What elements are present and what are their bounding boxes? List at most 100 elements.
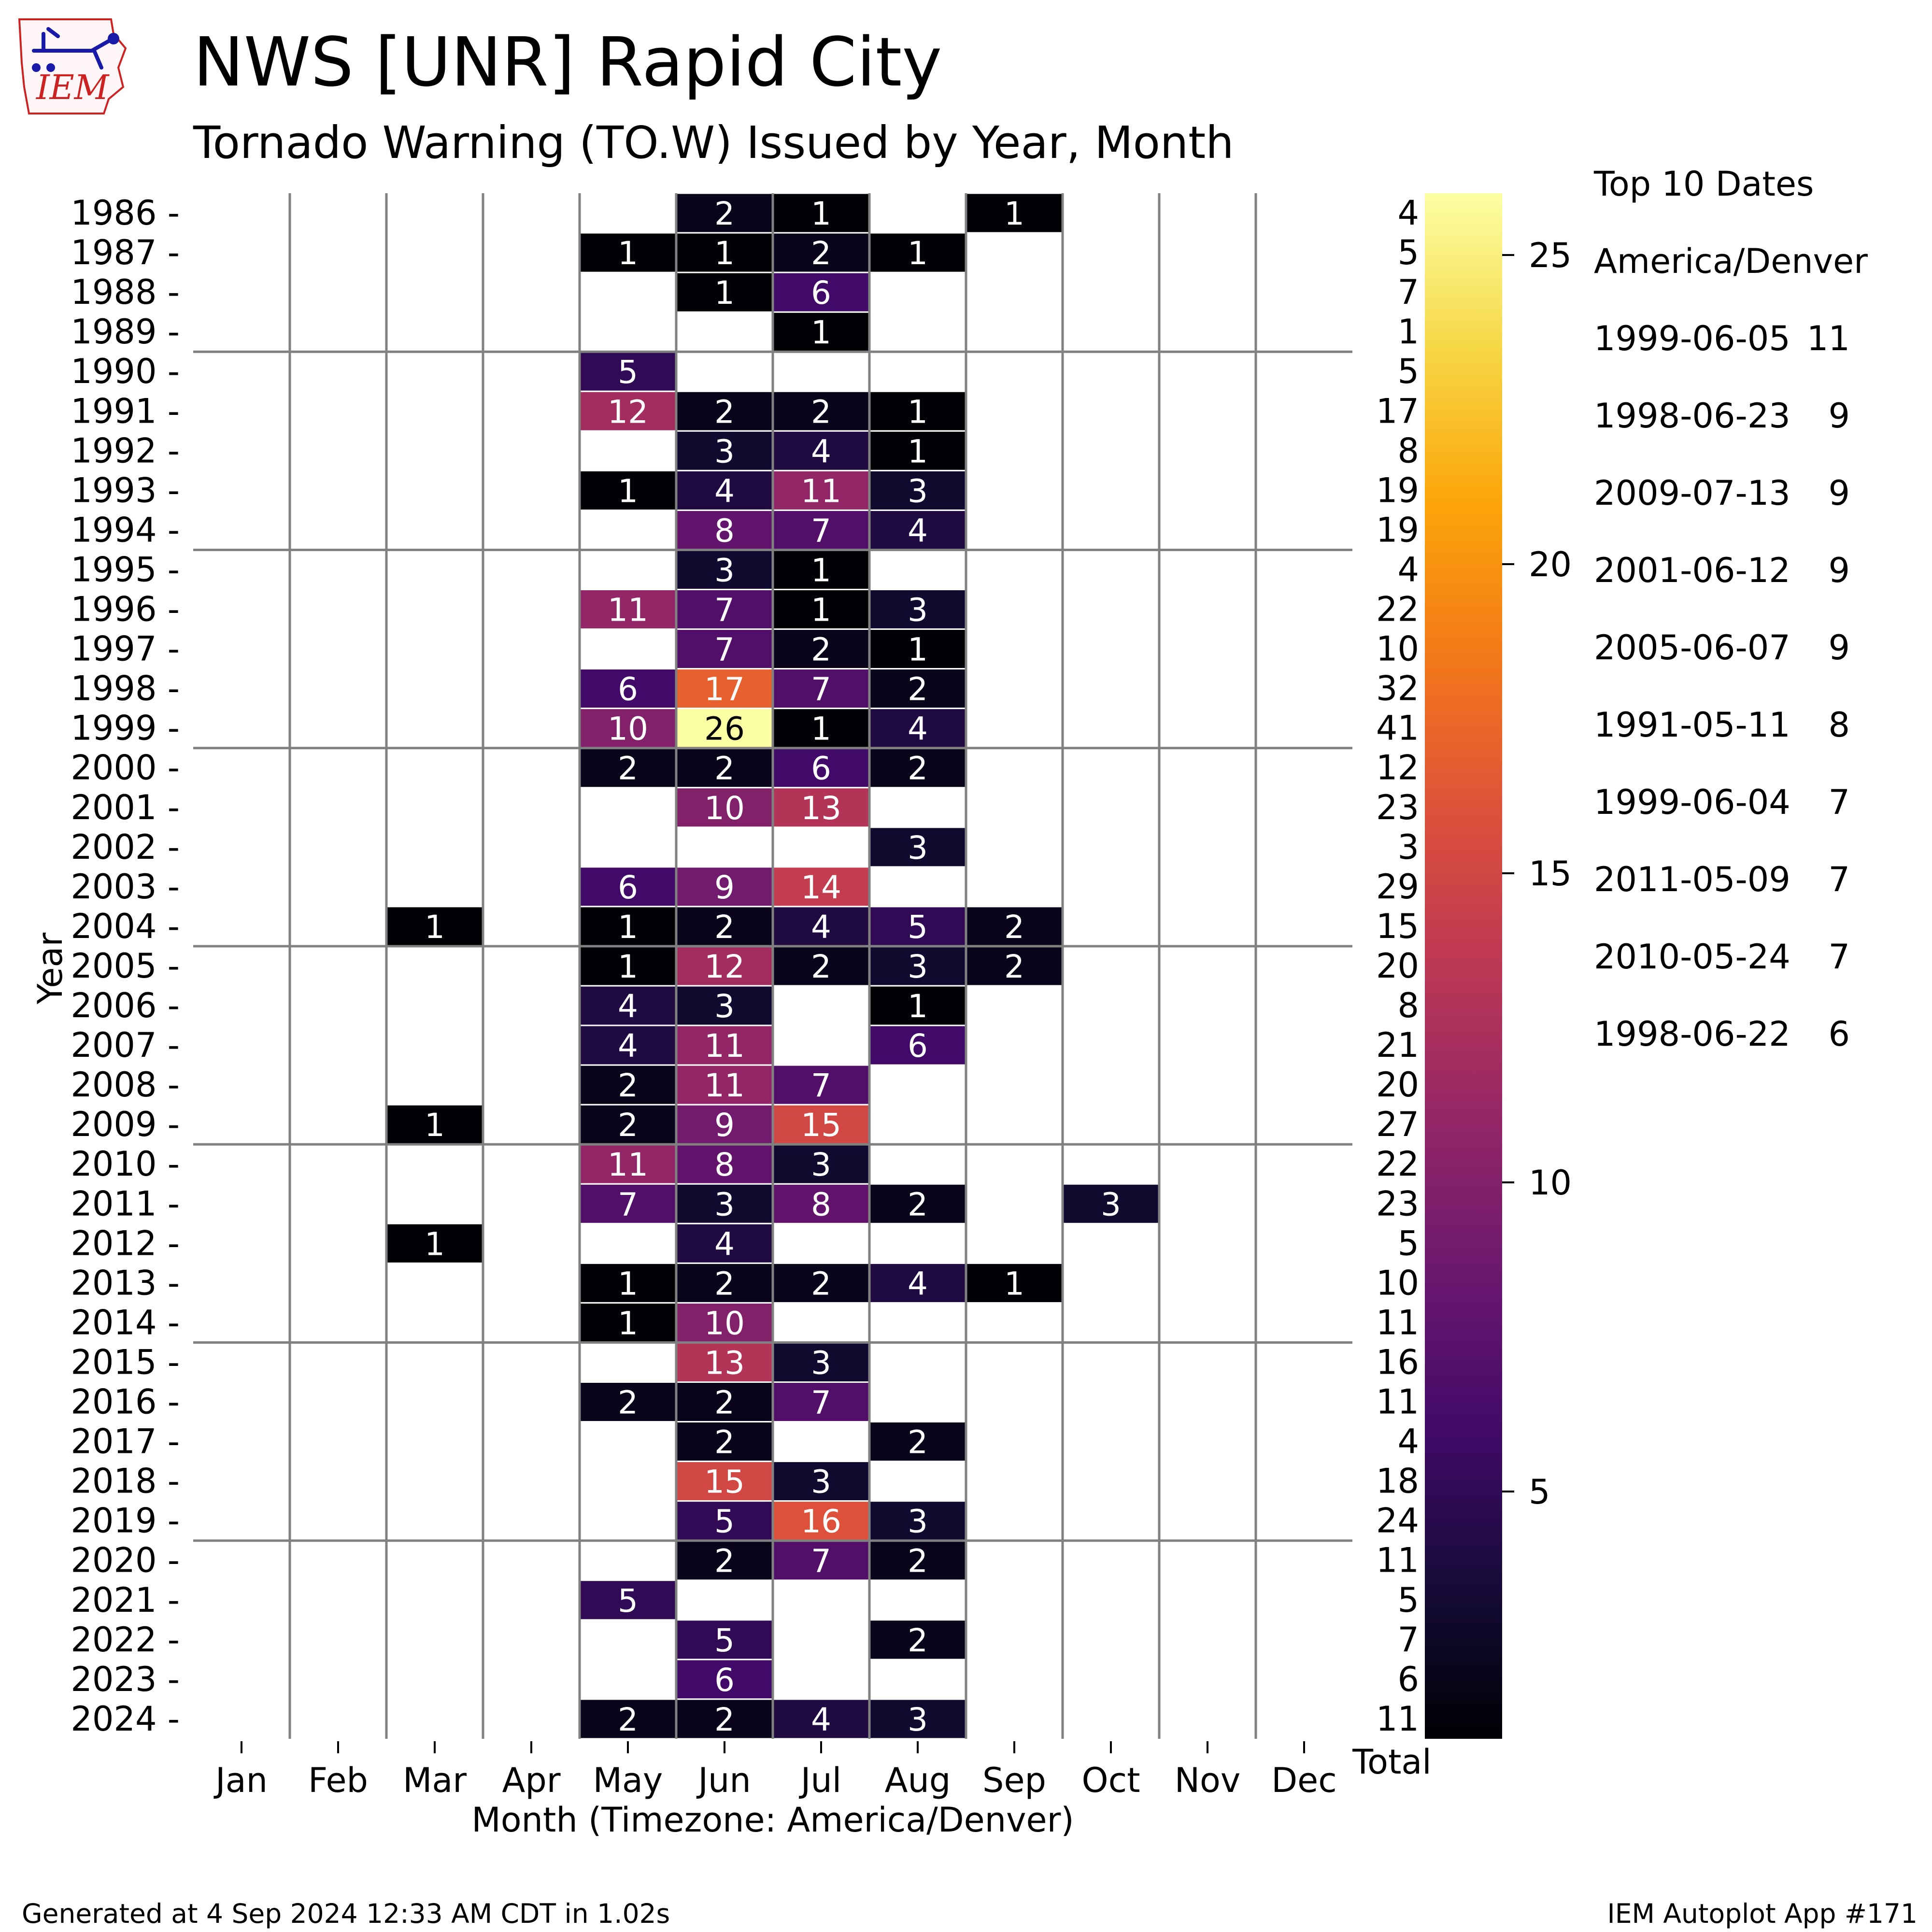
cell-value-label: 11 <box>704 1027 745 1065</box>
year-total-label: 23 <box>1376 788 1419 827</box>
cell-value-label: 8 <box>714 1146 735 1183</box>
heatmap-cell <box>868 1262 967 1304</box>
year-tick-label: 2001 - <box>71 788 180 827</box>
year-total-label: 6 <box>1397 1660 1419 1699</box>
year-tick-label: 2004 - <box>71 907 180 946</box>
year-tick-label: 2003 - <box>71 867 180 907</box>
heatmap-cell <box>772 390 870 432</box>
year-tick-label: 2011 - <box>71 1184 180 1223</box>
cell-value-label: 2 <box>811 235 831 272</box>
cell-value-label: 1 <box>618 1265 638 1302</box>
cell-value-label: 1 <box>908 988 928 1025</box>
top-date-count: 11 <box>1806 319 1850 358</box>
cell-value-label: 2 <box>1004 909 1024 946</box>
cell-value-label: 4 <box>714 1225 735 1263</box>
cell-value-label: 7 <box>811 1384 831 1421</box>
heatmap-cell <box>772 668 870 710</box>
cell-value-label: 10 <box>704 790 745 827</box>
top-date-count: 6 <box>1828 1014 1850 1054</box>
year-total-label: 24 <box>1376 1501 1419 1541</box>
cell-value-label: 7 <box>811 1543 831 1580</box>
top-date-count: 9 <box>1828 473 1850 513</box>
year-total-label: 5 <box>1397 1223 1419 1263</box>
heatmap-cell <box>579 1024 677 1066</box>
year-total-label: 12 <box>1376 748 1419 788</box>
year-tick-label: 2012 - <box>71 1223 180 1263</box>
heatmap-cell <box>772 906 870 947</box>
cell-value-label: 7 <box>811 671 831 708</box>
heatmap-cell <box>675 1341 774 1383</box>
cell-value-label: 3 <box>908 948 928 985</box>
year-tick-label: 2015 - <box>71 1342 180 1382</box>
year-total-label: 32 <box>1376 669 1419 709</box>
heatmap-cell <box>868 589 967 630</box>
cell-value-label: 1 <box>1004 195 1024 232</box>
top-date-entry: 1998-06-22 6 <box>1594 1014 1850 1054</box>
cell-value-label: 12 <box>608 393 648 430</box>
colorbar-tick-label: 10 <box>1529 1163 1572 1203</box>
colorbar-tick-label: 5 <box>1529 1472 1550 1512</box>
year-tick-label: 2009 - <box>71 1105 180 1144</box>
cell-value-label: 17 <box>704 671 745 708</box>
heatmap-cell <box>772 1262 870 1304</box>
year-total-label: 15 <box>1376 907 1419 946</box>
top-date-value: 1991-05-11 <box>1594 705 1790 745</box>
year-tick-label: 1986 - <box>71 193 180 233</box>
total-column-label: Total <box>1352 1742 1431 1782</box>
cell-value-label: 14 <box>801 869 841 906</box>
year-total-label: 21 <box>1376 1025 1419 1065</box>
cell-value-label: 1 <box>425 1107 445 1144</box>
heatmap-cell <box>675 509 774 551</box>
month-tick-label: Aug <box>885 1761 951 1800</box>
cell-value-label: 26 <box>704 710 745 748</box>
heatmap-cell <box>675 1302 774 1343</box>
iem-logo: IEM <box>14 14 130 118</box>
heatmap-cell <box>675 1698 774 1740</box>
top-date-count: 7 <box>1828 937 1850 977</box>
cell-value-label: 4 <box>811 433 831 470</box>
heatmap-cell <box>675 430 774 471</box>
cell-value-label: 3 <box>714 433 735 470</box>
cell-value-label: 3 <box>714 1186 735 1223</box>
top-date-entry: 2011-05-09 7 <box>1594 860 1850 899</box>
cell-value-label: 2 <box>811 393 831 430</box>
cell-value-label: 4 <box>714 472 735 510</box>
y-axis-label: Year <box>30 933 70 1005</box>
month-tick-label: Apr <box>502 1761 560 1800</box>
heatmap-cell <box>772 1143 870 1185</box>
cell-value-label: 10 <box>608 710 648 748</box>
cell-value-label: 2 <box>908 1186 928 1223</box>
cell-value-label: 10 <box>704 1305 745 1342</box>
cell-value-label: 3 <box>811 1463 831 1501</box>
top-date-value: 2009-07-13 <box>1594 473 1790 513</box>
year-total-label: 5 <box>1397 233 1419 272</box>
year-total-label: 27 <box>1376 1105 1419 1144</box>
cell-value-label: 1 <box>618 472 638 510</box>
cell-value-label: 1 <box>425 909 445 946</box>
heatmap-cell <box>772 945 870 987</box>
year-total-label: 4 <box>1397 1422 1419 1462</box>
top-date-value: 2011-05-09 <box>1594 860 1790 899</box>
cell-value-label: 2 <box>811 948 831 985</box>
heatmap-cell <box>579 906 677 947</box>
year-total-label: 10 <box>1376 1263 1419 1303</box>
cell-value-label: 6 <box>618 869 638 906</box>
year-tick-label: 2006 - <box>71 986 180 1025</box>
cell-value-label: 7 <box>811 1067 831 1104</box>
cell-value-label: 3 <box>811 1344 831 1381</box>
year-tick-label: 2007 - <box>71 1025 180 1065</box>
top-date-count: 8 <box>1828 705 1850 745</box>
month-tick-label: Jan <box>213 1761 268 1800</box>
heatmap-cell <box>579 1698 677 1740</box>
cell-value-label: 3 <box>811 1146 831 1183</box>
year-tick-label: 1996 - <box>71 590 180 629</box>
colorbar <box>1425 193 1502 1739</box>
cell-value-label: 11 <box>608 592 648 629</box>
cell-value-label: 16 <box>801 1503 841 1540</box>
cell-value-label: 2 <box>908 1622 928 1659</box>
cell-value-label: 3 <box>908 472 928 510</box>
cell-value-label: 2 <box>618 1107 638 1144</box>
heatmap-cell <box>675 628 774 670</box>
cell-value-label: 7 <box>714 592 735 629</box>
